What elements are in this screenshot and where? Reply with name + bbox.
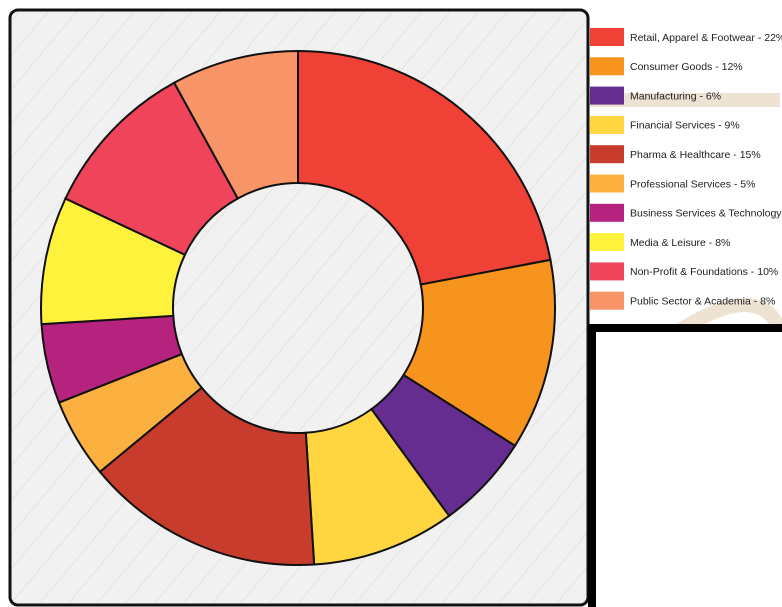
legend-label: Non-Profit & Foundations - 10% — [630, 266, 778, 278]
legend-swatch — [590, 262, 624, 281]
legend-swatch — [590, 28, 624, 46]
legend-swatch — [590, 291, 624, 310]
legend-label: Business Services & Technology - 5% — [630, 208, 782, 220]
legend-label: Pharma & Healthcare - 15% — [630, 149, 761, 161]
legend-label: Manufacturing - 6% — [630, 90, 721, 102]
legend-swatch — [590, 203, 624, 222]
legend-label: Professional Services - 5% — [630, 178, 755, 190]
legend: Retail, Apparel & Footwear - 22% Consumer… — [590, 28, 782, 310]
legend-label: Consumer Goods - 12% — [630, 61, 743, 73]
legend-label: Public Sector & Academia - 8% — [630, 295, 775, 307]
donut-slice — [297, 49, 552, 286]
legend-label: Retail, Apparel & Footwear - 22% — [630, 32, 782, 44]
donut — [40, 49, 556, 566]
legend-swatch — [590, 57, 624, 76]
legend-swatch — [590, 145, 624, 164]
legend-swatch — [590, 115, 624, 134]
donut-slice — [172, 49, 299, 200]
donut-slice — [98, 386, 316, 566]
inset-box — [588, 324, 782, 607]
legend-swatch — [590, 86, 624, 105]
legend-swatch — [590, 174, 624, 193]
legend-label: Financial Services - 9% — [630, 120, 740, 132]
legend-label: Media & Leisure - 8% — [630, 237, 730, 249]
legend-swatch — [590, 233, 624, 252]
